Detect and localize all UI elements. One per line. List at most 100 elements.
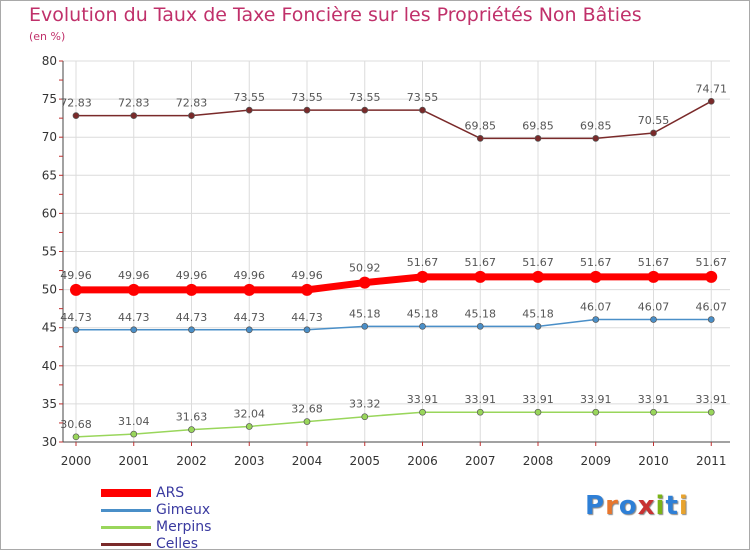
data-point-celles — [419, 106, 426, 114]
data-label-merpins: 33.91 — [465, 393, 497, 406]
data-label-gimeux: 45.18 — [522, 307, 554, 320]
chart-title: Evolution du Taux de Taxe Foncière sur l… — [29, 4, 642, 26]
x-tick-label: 2009 — [580, 454, 611, 468]
data-label-merpins: 33.91 — [522, 393, 554, 406]
data-point-celles — [303, 106, 311, 114]
data-point-merpins — [592, 408, 600, 416]
proxiti-logo: Proxiti — [585, 491, 689, 521]
data-label-ars: 51.67 — [407, 256, 439, 269]
data-label-merpins: 32.04 — [234, 407, 266, 420]
data-label-merpins: 33.91 — [580, 393, 612, 406]
legend: ARS Gimeux Merpins Celles — [101, 485, 301, 553]
legend-label: Gimeux — [156, 502, 211, 518]
data-label-gimeux: 44.73 — [291, 311, 323, 324]
data-point-ars — [243, 283, 256, 296]
y-tick-label: 60 — [42, 206, 57, 220]
data-point-merpins — [707, 408, 715, 416]
legend-item-gimeux: Gimeux — [101, 502, 301, 519]
data-point-celles — [476, 134, 484, 142]
x-tick-label: 2003 — [234, 454, 265, 468]
data-label-gimeux: 46.07 — [696, 301, 728, 314]
data-label-gimeux: 44.73 — [60, 311, 92, 324]
series-line-merpins — [75, 411, 712, 438]
data-point-merpins — [188, 426, 195, 433]
legend-item-celles: Celles — [101, 536, 301, 553]
data-label-celles: 73.55 — [234, 91, 266, 104]
x-tick-label: 2010 — [638, 454, 669, 468]
data-label-merpins: 31.04 — [118, 415, 150, 428]
data-point-gimeux — [188, 326, 195, 334]
data-label-gimeux: 44.73 — [176, 311, 208, 324]
data-label-gimeux: 45.18 — [349, 307, 381, 320]
data-point-merpins — [534, 408, 542, 416]
x-tick-label: 2002 — [176, 454, 207, 468]
data-point-celles — [130, 112, 138, 119]
logo-letter: P — [585, 491, 606, 521]
data-label-ars: 49.96 — [176, 269, 208, 282]
logo-letter: i — [678, 491, 689, 521]
data-point-merpins — [303, 418, 311, 425]
y-tick-label: 35 — [42, 397, 57, 411]
y-tick-label: 30 — [42, 435, 57, 449]
legend-label: Merpins — [156, 519, 212, 535]
series-line-ars — [76, 273, 712, 294]
x-tick-label: 2004 — [292, 454, 323, 468]
data-label-gimeux: 44.73 — [118, 311, 150, 324]
data-point-merpins — [476, 408, 484, 416]
data-point-merpins — [361, 413, 369, 421]
data-label-celles: 70.55 — [638, 114, 670, 127]
x-tick-label: 2008 — [523, 454, 554, 468]
y-tick-label: 80 — [42, 54, 57, 68]
data-point-ars — [705, 270, 718, 283]
data-point-gimeux — [707, 316, 715, 323]
data-label-celles: 69.85 — [580, 119, 612, 132]
data-label-merpins: 33.91 — [407, 393, 439, 406]
x-tick-label: 2006 — [407, 454, 438, 468]
legend-item-merpins: Merpins — [101, 519, 301, 536]
data-label-celles: 69.85 — [465, 119, 497, 132]
y-tick-label: 70 — [42, 130, 57, 144]
data-point-ars — [416, 270, 429, 283]
data-point-gimeux — [303, 326, 311, 334]
data-point-celles — [245, 106, 253, 114]
data-point-ars — [647, 270, 660, 283]
legend-swatch — [101, 509, 151, 512]
data-label-ars: 51.67 — [465, 256, 497, 269]
data-point-gimeux — [245, 326, 253, 334]
data-label-merpins: 33.91 — [696, 393, 728, 406]
series-line-celles — [76, 100, 712, 140]
data-label-ars: 50.92 — [349, 262, 381, 275]
data-label-merpins: 33.91 — [638, 393, 670, 406]
data-point-merpins — [245, 423, 253, 430]
logo-letter: x — [637, 491, 656, 521]
data-label-ars: 51.67 — [580, 256, 612, 269]
data-label-celles: 73.55 — [407, 91, 439, 104]
data-point-gimeux — [419, 322, 426, 330]
data-label-gimeux: 44.73 — [234, 311, 266, 324]
legend-swatch — [101, 526, 151, 529]
x-tick-label: 2005 — [349, 454, 380, 468]
data-label-celles: 72.83 — [60, 97, 92, 110]
data-point-celles — [650, 129, 657, 137]
data-point-celles — [534, 134, 542, 142]
series-line-gimeux — [76, 318, 712, 331]
data-point-ars — [127, 283, 140, 296]
logo-letter: i — [655, 491, 666, 521]
chart-unit: (en %) — [29, 30, 66, 43]
legend-item-ars: ARS — [101, 485, 301, 502]
data-point-ars — [358, 276, 371, 289]
data-point-celles — [72, 112, 80, 119]
data-point-ars — [301, 283, 313, 296]
y-tick-label: 55 — [42, 245, 57, 259]
data-label-ars: 51.67 — [696, 256, 728, 269]
legend-swatch — [101, 543, 151, 546]
data-label-celles: 73.55 — [349, 91, 381, 104]
data-point-gimeux — [361, 322, 369, 330]
data-point-ars — [474, 270, 487, 283]
data-label-gimeux: 45.18 — [407, 307, 439, 320]
data-label-celles: 72.83 — [118, 97, 150, 110]
data-point-ars — [70, 283, 82, 296]
legend-label: ARS — [156, 485, 185, 501]
data-label-celles: 69.85 — [522, 119, 554, 132]
